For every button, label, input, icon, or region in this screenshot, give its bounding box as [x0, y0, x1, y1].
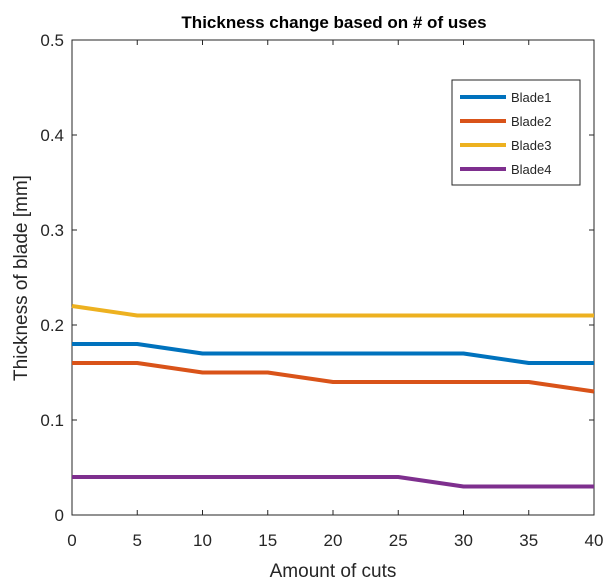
x-tick-label: 40 — [585, 531, 604, 550]
series-line-blade3 — [71, 304, 594, 318]
legend-label: Blade1 — [511, 90, 551, 105]
y-tick-label: 0.5 — [40, 31, 64, 50]
series-line-blade2 — [72, 361, 595, 394]
y-tick-label: 0.3 — [40, 221, 64, 240]
x-tick-label: 25 — [389, 531, 408, 550]
x-tick-label: 15 — [258, 531, 277, 550]
x-axis-title: Amount of cuts — [270, 561, 397, 582]
x-axis-ticks: 0 5 10 15 20 25 30 35 40 — [67, 40, 603, 550]
y-tick-label: 0.2 — [40, 316, 64, 335]
legend-label: Blade4 — [511, 162, 551, 177]
legend: Blade1 Blade2 Blade3 Blade4 — [451, 79, 581, 186]
y-tick-label: 0.1 — [40, 411, 64, 430]
y-axis-ticks: 0 0.1 0.2 0.3 0.4 0.5 — [40, 31, 594, 525]
y-axis-title: Thickness of blade [mm] — [11, 175, 32, 381]
x-tick-label: 0 — [67, 531, 76, 550]
x-tick-label: 10 — [193, 531, 212, 550]
legend-label: Blade2 — [511, 114, 551, 129]
y-tick-label: 0.4 — [40, 126, 64, 145]
series-line-blade4 — [72, 475, 594, 489]
x-tick-label: 35 — [519, 531, 538, 550]
chart-title: Thickness change based on # of uses — [181, 13, 486, 32]
series-line-blade1 — [72, 342, 594, 365]
x-tick-label: 20 — [324, 531, 343, 550]
legend-label: Blade3 — [511, 138, 551, 153]
series-lines — [71, 304, 595, 489]
y-tick-label: 0 — [55, 506, 64, 525]
x-tick-label: 5 — [133, 531, 142, 550]
x-tick-label: 30 — [454, 531, 473, 550]
